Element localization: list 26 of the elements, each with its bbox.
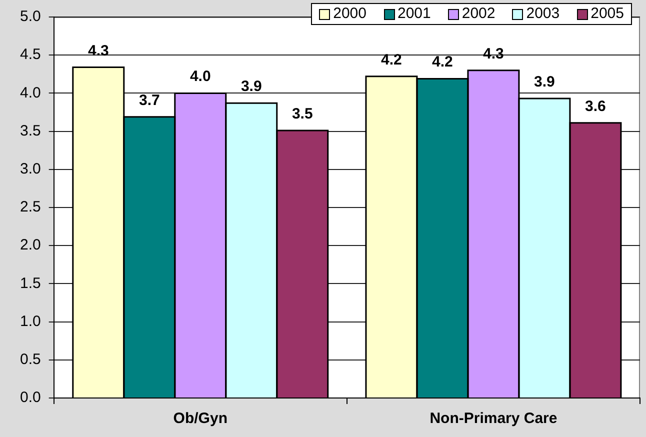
x-tick-label: Ob/Gyn — [173, 410, 228, 428]
y-tick-label: 0.0 — [20, 389, 41, 406]
legend-label: 2002 — [462, 5, 496, 22]
legend-label: 2000 — [333, 5, 366, 22]
data-label: 3.5 — [292, 106, 313, 123]
y-tick-label: 3.5 — [20, 122, 41, 140]
y-tick-label: 4.5 — [20, 46, 41, 64]
y-tick-label: 4.0 — [20, 84, 41, 102]
legend-label: 2003 — [526, 5, 560, 22]
y-tick-label: 3.0 — [20, 160, 41, 178]
data-label: 4.2 — [432, 54, 453, 71]
data-label: 4.2 — [381, 51, 402, 68]
data-label: 3.9 — [534, 74, 555, 91]
y-tick-label: 2.5 — [20, 198, 41, 216]
data-label: 3.6 — [585, 98, 606, 115]
data-label: 4.0 — [190, 68, 211, 86]
x-tick-label: Non-Primary Care — [430, 410, 558, 428]
y-tick-label: 2.0 — [20, 236, 41, 254]
data-label: 3.7 — [138, 92, 160, 109]
legend-label: 2001 — [398, 5, 431, 22]
y-tick-label: 1.5 — [20, 274, 41, 292]
data-label: 3.9 — [240, 78, 262, 96]
y-tick-label: 1.0 — [20, 312, 41, 330]
legend-label: 2005 — [590, 5, 624, 22]
y-tick-label: 5.0 — [20, 8, 41, 26]
y-tick-label: 0.5 — [20, 351, 41, 368]
